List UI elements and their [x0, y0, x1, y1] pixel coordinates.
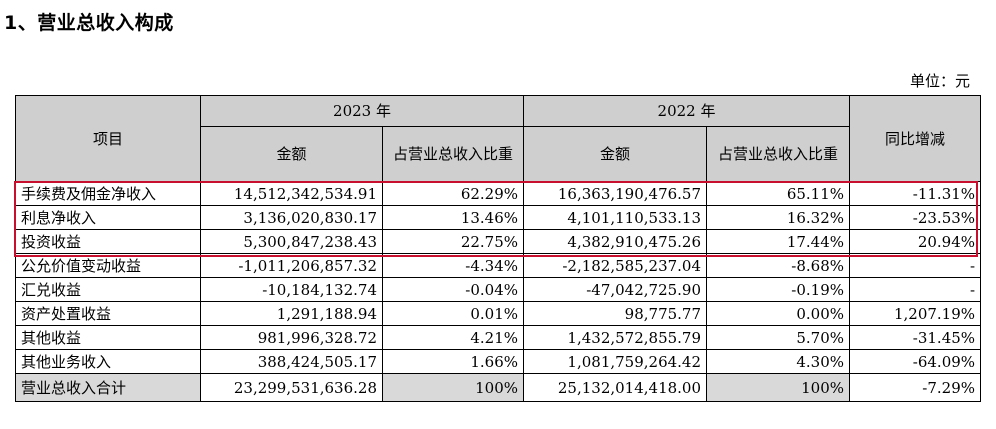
share-2023: -0.04% — [381, 277, 525, 302]
amount-2023: 14,512,342,534.91 — [200, 181, 383, 206]
share-2022: 65.11% — [706, 181, 851, 206]
header-year-2023: 2023 年 — [199, 95, 525, 127]
share-2022: -0.19% — [706, 277, 851, 302]
amount-2022: 1,432,572,855.79 — [523, 325, 708, 350]
revenue-composition-table: 项目 2023 年 2022 年 同比增减 金额 占营业总收入比重 金额 占营业… — [15, 95, 982, 402]
yoy-change: -64.09% — [849, 349, 982, 374]
amount-2023: 3,136,020,830.17 — [200, 205, 383, 230]
row-item: 投资收益 — [15, 229, 201, 254]
row-item: 手续费及佣金净收入 — [15, 181, 201, 206]
row-item: 利息净收入 — [15, 205, 201, 230]
header-year-2022: 2022 年 — [523, 95, 851, 127]
total-share-2022: 100% — [706, 373, 851, 402]
total-yoy-change: -7.29% — [849, 373, 982, 402]
amount-2023: 388,424,505.17 — [200, 349, 383, 374]
table-row: 利息净收入 3,136,020,830.17 13.46% 4,101,110,… — [15, 205, 982, 230]
yoy-change: - — [849, 277, 982, 302]
yoy-change: -11.31% — [849, 181, 982, 206]
share-2022: 16.32% — [706, 205, 851, 230]
amount-2023: -1,011,206,857.32 — [200, 253, 383, 278]
share-2023: 22.75% — [381, 229, 525, 254]
row-item: 汇兑收益 — [15, 277, 201, 302]
yoy-change: - — [849, 253, 982, 278]
yoy-change: -23.53% — [849, 205, 982, 230]
table-row: 资产处置收益 1,291,188.94 0.01% 98,775.77 0.00… — [15, 301, 982, 326]
amount-2022: 98,775.77 — [523, 301, 708, 326]
share-2022: 0.00% — [706, 301, 851, 326]
amount-2023: 1,291,188.94 — [200, 301, 383, 326]
table-row: 手续费及佣金净收入 14,512,342,534.91 62.29% 16,36… — [15, 181, 982, 206]
yoy-change: 1,207.19% — [849, 301, 982, 326]
share-2023: 4.21% — [381, 325, 525, 350]
share-2023: 13.46% — [381, 205, 525, 230]
share-2023: 62.29% — [381, 181, 525, 206]
row-item: 其他业务收入 — [15, 349, 201, 374]
table-row: 其他业务收入 388,424,505.17 1.66% 1,081,759,26… — [15, 349, 982, 374]
row-item: 其他收益 — [15, 325, 201, 350]
share-2023: -4.34% — [381, 253, 525, 278]
amount-2023: -10,184,132.74 — [200, 277, 383, 302]
header-amount-2023: 金额 — [200, 126, 383, 182]
amount-2023: 981,996,328.72 — [200, 325, 383, 350]
yoy-change: -31.45% — [849, 325, 982, 350]
share-2022: -8.68% — [706, 253, 851, 278]
total-item: 营业总收入合计 — [15, 373, 201, 402]
share-2023: 0.01% — [381, 301, 525, 326]
share-2022: 4.30% — [706, 349, 851, 374]
amount-2022: 4,382,910,475.26 — [523, 229, 708, 254]
row-item: 公允价值变动收益 — [15, 253, 201, 278]
amount-2022: 4,101,110,533.13 — [523, 205, 708, 230]
section-heading: 1、营业总收入构成 — [4, 12, 174, 34]
amount-2023: 5,300,847,238.43 — [200, 229, 383, 254]
unit-label: 单位：元 — [909, 72, 970, 90]
header-yoy-change: 同比增减 — [849, 95, 982, 182]
total-row: 营业总收入合计 23,299,531,636.28 100% 25,132,01… — [15, 373, 982, 402]
table-row: 投资收益 5,300,847,238.43 22.75% 4,382,910,4… — [15, 229, 982, 254]
total-amount-2022: 25,132,014,418.00 — [523, 373, 708, 402]
table-row: 其他收益 981,996,328.72 4.21% 1,432,572,855.… — [15, 325, 982, 350]
header-share-2023: 占营业总收入比重 — [381, 126, 525, 182]
table-row: 公允价值变动收益 -1,011,206,857.32 -4.34% -2,182… — [15, 253, 982, 278]
amount-2022: 1,081,759,264.42 — [523, 349, 708, 374]
share-2022: 17.44% — [706, 229, 851, 254]
total-amount-2023: 23,299,531,636.28 — [200, 373, 383, 402]
share-2022: 5.70% — [706, 325, 851, 350]
amount-2022: -2,182,585,237.04 — [523, 253, 708, 278]
header-item: 项目 — [15, 95, 201, 182]
share-2023: 1.66% — [381, 349, 525, 374]
header-amount-2022: 金额 — [523, 126, 708, 182]
amount-2022: 16,363,190,476.57 — [523, 181, 708, 206]
yoy-change: 20.94% — [849, 229, 982, 254]
header-share-2022: 占营业总收入比重 — [706, 126, 851, 182]
row-item: 资产处置收益 — [15, 301, 201, 326]
table-row: 汇兑收益 -10,184,132.74 -0.04% -47,042,725.9… — [15, 277, 982, 302]
amount-2022: -47,042,725.90 — [523, 277, 708, 302]
total-share-2023: 100% — [381, 373, 525, 402]
